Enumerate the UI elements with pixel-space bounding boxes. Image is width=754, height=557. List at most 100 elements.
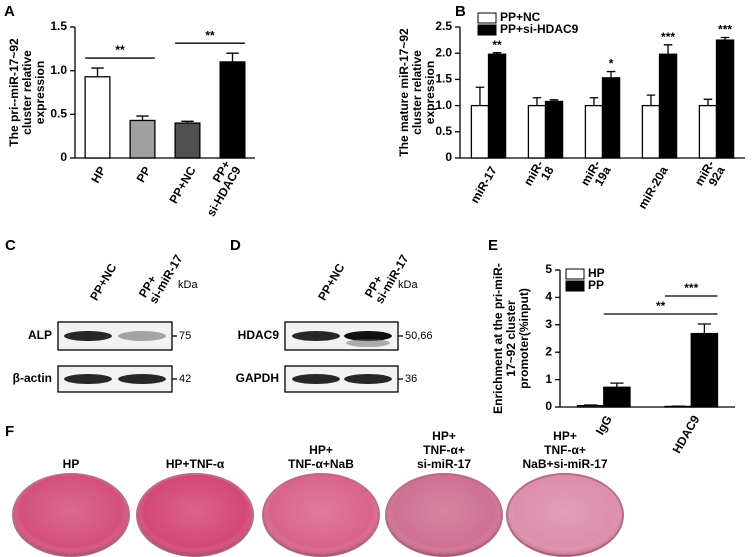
legend-swatch bbox=[477, 24, 497, 36]
panel-letter: F bbox=[5, 423, 14, 440]
bar bbox=[84, 76, 111, 159]
bar bbox=[576, 404, 605, 408]
panel-letter: D bbox=[230, 237, 241, 254]
kda-label: 42 bbox=[179, 373, 191, 385]
bar bbox=[219, 61, 246, 159]
significance: *** bbox=[661, 30, 675, 44]
x-tick-label: miR-17 bbox=[468, 164, 500, 206]
y-tick-label: 1 bbox=[545, 372, 552, 386]
well-label-line: NaB+si-miR-17 bbox=[522, 457, 607, 471]
well-label-line: HP bbox=[63, 457, 80, 471]
legend-label: PP+NC bbox=[500, 10, 541, 24]
y-tick-label: 0.5 bbox=[435, 124, 452, 138]
y-tick-label: 1.5 bbox=[435, 72, 452, 86]
error-bar bbox=[549, 99, 559, 102]
well-label-line: HP+TNF-α bbox=[166, 457, 225, 471]
bar bbox=[641, 104, 661, 159]
x-tick-label: miR-19a bbox=[578, 158, 614, 194]
blot-band bbox=[118, 374, 166, 384]
y-axis-label-line: The mature miR-17~92 bbox=[397, 28, 411, 157]
bar bbox=[174, 122, 201, 159]
y-tick-label: 2.5 bbox=[435, 19, 452, 33]
error-bar bbox=[532, 97, 542, 106]
y-axis-label: The mature miR-17~92cluster relativeexpr… bbox=[397, 28, 437, 157]
x-tick-label: PP+si-HDAC9 bbox=[194, 158, 244, 219]
lane-label-line: PP+NC bbox=[87, 261, 119, 303]
significance: * bbox=[609, 57, 614, 71]
y-tick-label: 1.0 bbox=[50, 63, 67, 77]
x-tick-label-line: 18 bbox=[538, 164, 557, 183]
panel-letter: E bbox=[488, 237, 498, 254]
bar bbox=[527, 104, 547, 159]
x-tick-label: IgG bbox=[593, 413, 615, 437]
well-shade bbox=[386, 474, 502, 556]
blot-band bbox=[64, 374, 112, 384]
blot-band bbox=[292, 331, 340, 341]
panel-letter: B bbox=[455, 3, 466, 20]
well-shade bbox=[137, 474, 253, 556]
well-shade bbox=[263, 474, 379, 556]
legend-label: PP bbox=[588, 278, 604, 292]
error-bar bbox=[720, 36, 730, 41]
kda-label: 36 bbox=[405, 373, 417, 385]
legend-swatch bbox=[565, 268, 585, 280]
well-label-line: TNF-α+NaB bbox=[288, 457, 354, 471]
bar bbox=[658, 53, 678, 159]
unit-label: kDa bbox=[178, 279, 198, 291]
blot-band bbox=[344, 374, 392, 384]
well-label: HP bbox=[63, 457, 80, 471]
error-bar bbox=[610, 382, 624, 388]
bar bbox=[584, 104, 604, 159]
bar bbox=[698, 104, 718, 159]
y-axis-label-line: Enrichment at the pri-miR- bbox=[491, 263, 505, 414]
x-tick-label-line: PP bbox=[134, 164, 154, 185]
blot-band bbox=[344, 331, 392, 341]
bar bbox=[715, 39, 735, 159]
y-axis-label-line: promoter(%input) bbox=[517, 288, 531, 389]
error-bar bbox=[697, 323, 711, 334]
error-bar bbox=[646, 94, 656, 106]
well-label: HP+ TNF-α+ NaB+si-miR-17 bbox=[522, 429, 607, 471]
blot-band bbox=[64, 331, 112, 341]
y-axis-label-line: cluster relative bbox=[20, 50, 34, 135]
x-tick-label-line: HDAC9 bbox=[670, 413, 703, 456]
legend-swatch bbox=[477, 12, 497, 24]
y-axis-label-line: expression bbox=[423, 61, 437, 124]
bar bbox=[470, 104, 490, 159]
error-bar bbox=[663, 44, 673, 55]
legend-label: HP bbox=[588, 266, 605, 280]
bar bbox=[601, 77, 621, 159]
y-axis-label: The pri--miR-17~92cluster relativeexpres… bbox=[7, 38, 47, 147]
error-bar bbox=[606, 70, 616, 78]
well-shade bbox=[13, 474, 129, 556]
row-label: GAPDH bbox=[236, 371, 279, 385]
well-label-line: TNF-α+ bbox=[544, 443, 586, 457]
y-axis-label: Enrichment at the pri-miR-17~92 clusterp… bbox=[491, 263, 531, 414]
well-label-line: TNF-α+ bbox=[423, 443, 465, 457]
x-tick-label: miR-20a bbox=[635, 164, 671, 212]
y-tick-label: 1.0 bbox=[435, 98, 452, 112]
x-tick-label: HP bbox=[88, 164, 108, 185]
x-tick-label-line: miR-17 bbox=[468, 164, 500, 206]
y-tick-label: 4 bbox=[545, 290, 552, 304]
error-bar bbox=[226, 52, 239, 62]
error-bar bbox=[136, 115, 149, 121]
bar bbox=[603, 386, 631, 408]
x-tick-label: miR-18 bbox=[521, 158, 557, 194]
y-tick-label: 5 bbox=[545, 262, 552, 276]
y-tick-label: 2.0 bbox=[435, 45, 452, 59]
x-tick-label-line: PP+NC bbox=[167, 164, 199, 206]
bar bbox=[487, 53, 507, 159]
y-tick-label: 0.5 bbox=[50, 107, 67, 121]
unit-label: kDa bbox=[398, 279, 418, 291]
well-label-line: HP+ bbox=[553, 429, 577, 443]
bar bbox=[129, 119, 156, 159]
blot-band bbox=[118, 331, 166, 341]
row-label: ALP bbox=[28, 328, 52, 342]
error-bar bbox=[475, 86, 485, 106]
y-axis-label-line: cluster relative bbox=[410, 50, 424, 135]
lane-label: PP+si-miR-17 bbox=[136, 246, 186, 306]
lane-label-line: PP+NC bbox=[315, 261, 347, 303]
y-axis-label-line: The pri--miR-17~92 bbox=[7, 38, 21, 147]
